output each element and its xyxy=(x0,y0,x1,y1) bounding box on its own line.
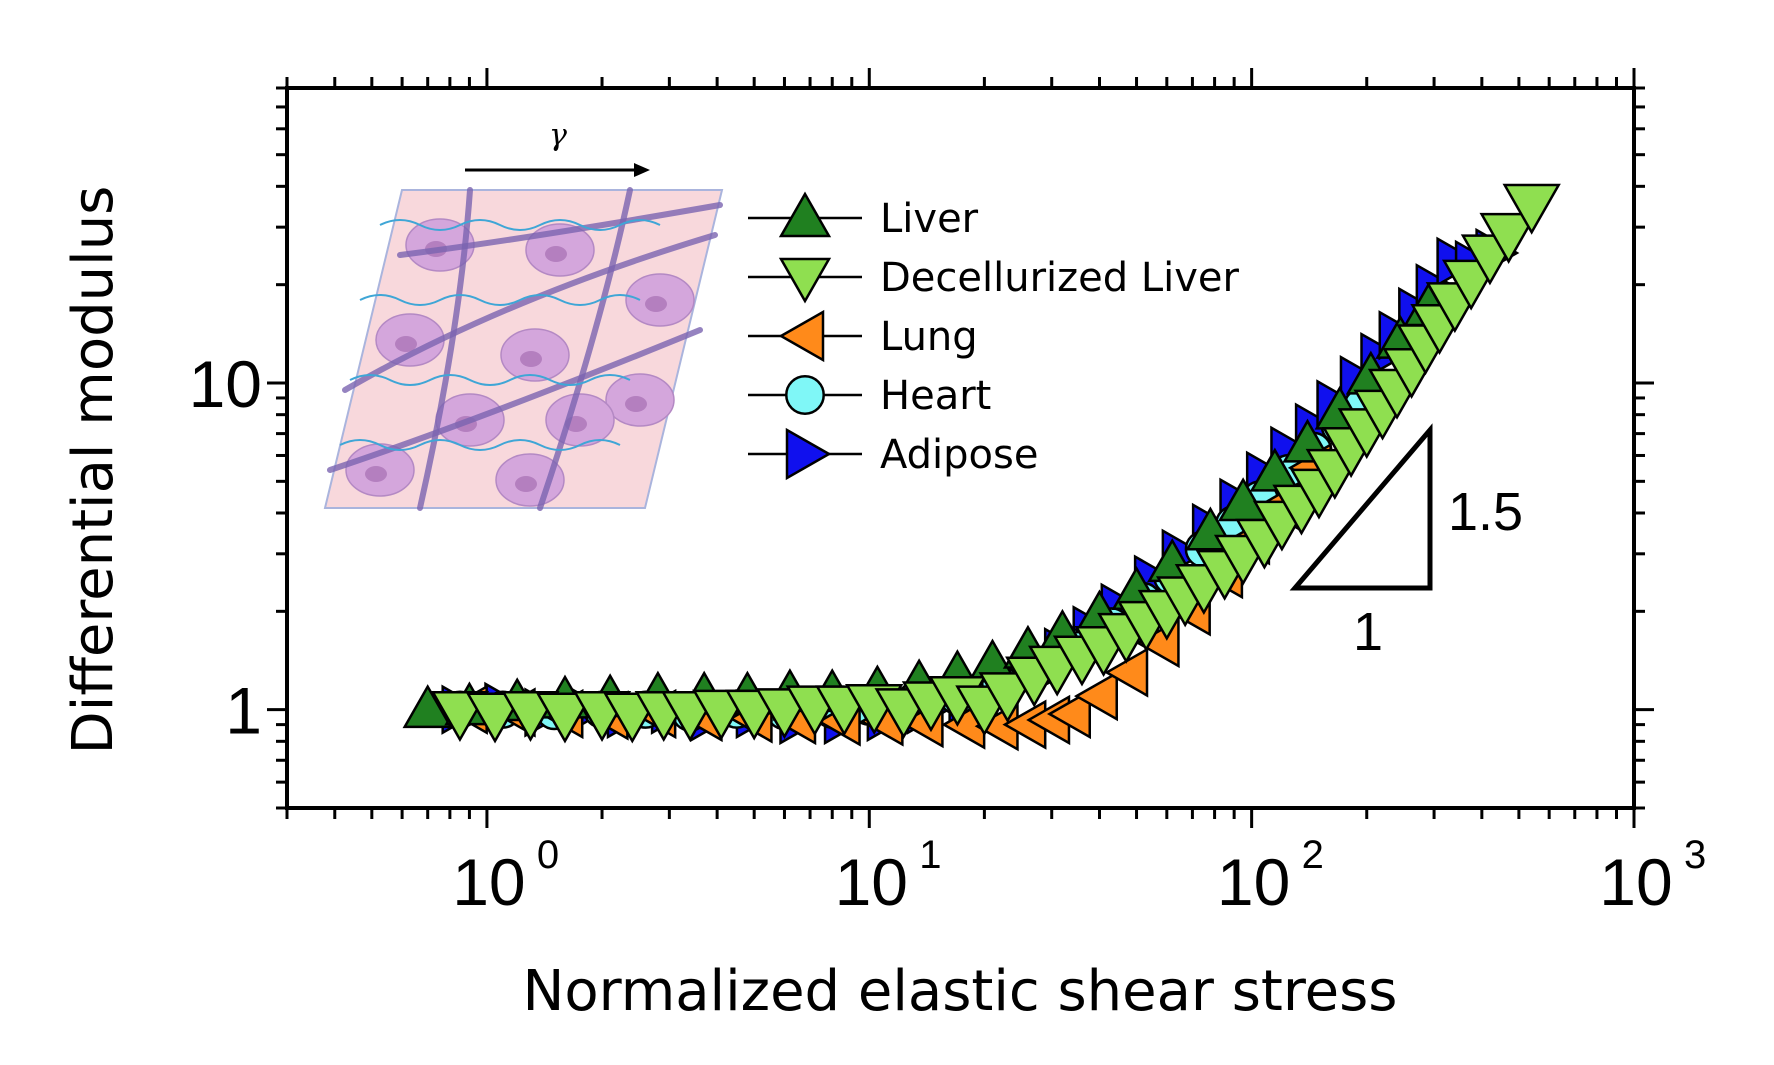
legend-marker xyxy=(785,375,825,415)
x-tick-labels: 10 0 10 1 10 2 10 3 xyxy=(452,833,1706,919)
data-point xyxy=(1479,212,1538,264)
tissue-inset: γ xyxy=(323,118,724,511)
strain-label: γ xyxy=(549,118,567,153)
svg-text:1: 1 xyxy=(919,833,941,877)
legend-label: Adipose xyxy=(880,432,1038,478)
slope-triangle: 1.5 1 xyxy=(1289,423,1523,662)
legend: Liver Decellurized Liver Lung Heart Adipose xyxy=(748,191,1240,481)
legend-item: Decellurized Liver xyxy=(748,255,1240,304)
legend-item: Lung xyxy=(748,309,978,363)
strain-arrow: γ xyxy=(465,118,650,177)
legend-item: Liver xyxy=(748,191,979,242)
data-point xyxy=(1073,670,1118,722)
svg-text:3: 3 xyxy=(1684,833,1706,877)
svg-text:10: 10 xyxy=(835,845,908,919)
y-tick-labels: 1 10 xyxy=(189,347,262,748)
data-point xyxy=(1502,183,1561,235)
slope-run-label: 1 xyxy=(1353,602,1383,662)
x-axis-label: Normalized elastic shear stress xyxy=(523,959,1398,1024)
data-point xyxy=(535,692,595,744)
y-tick-label: 1 xyxy=(225,674,262,748)
data-point xyxy=(402,684,453,729)
data-point xyxy=(978,672,1037,724)
legend-item: Adipose xyxy=(748,427,1038,481)
data-point xyxy=(1046,688,1091,740)
x-tick-label: 10 0 xyxy=(452,833,559,919)
svg-text:2: 2 xyxy=(1302,833,1324,877)
x-tick-label: 10 3 xyxy=(1599,833,1706,919)
svg-text:10: 10 xyxy=(1599,845,1672,919)
svg-text:10: 10 xyxy=(1217,845,1290,919)
tissue-illustration xyxy=(323,187,724,511)
legend-label: Decellurized Liver xyxy=(880,255,1240,301)
legend-label: Lung xyxy=(880,314,978,360)
legend-marker xyxy=(778,257,832,304)
legend-marker xyxy=(778,309,825,363)
axis-ticks xyxy=(267,68,1654,828)
legend-label: Liver xyxy=(880,196,979,242)
legend-marker xyxy=(785,427,832,481)
legend-marker xyxy=(778,191,832,238)
plot-frame xyxy=(285,86,1636,810)
y-axis-label: Differential modulus xyxy=(61,186,126,755)
legend-item: Heart xyxy=(748,373,991,419)
x-tick-label: 10 1 xyxy=(835,833,942,919)
slope-rise-label: 1.5 xyxy=(1448,482,1523,542)
data-point xyxy=(465,692,525,744)
series-decellurized-liver xyxy=(430,183,1561,744)
data-marks xyxy=(402,183,1561,752)
y-tick-label: 10 xyxy=(189,347,262,421)
svg-text:0: 0 xyxy=(537,833,559,877)
legend-label: Heart xyxy=(880,373,991,419)
x-tick-label: 10 2 xyxy=(1217,833,1324,919)
svg-text:10: 10 xyxy=(452,845,525,919)
data-point xyxy=(1249,447,1301,492)
